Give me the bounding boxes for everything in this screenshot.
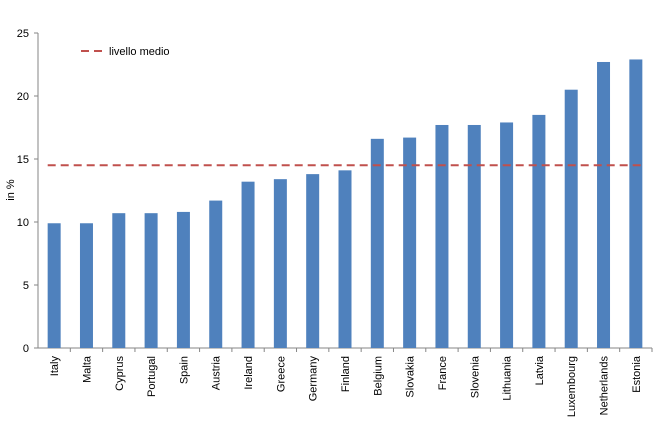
x-tick-label-finland: Finland [340,356,352,392]
bars-group [47,59,643,349]
x-tick-label-belgium: Belgium [372,356,384,396]
y-tick-label: 5 [23,280,29,292]
y-axis-label: in % [5,179,17,201]
bar-greece [273,179,287,348]
x-tick-label-italy: Italy [49,356,61,377]
x-tick-label-austria: Austria [211,355,223,390]
bar-netherlands [597,61,611,348]
x-tick-label-ireland: Ireland [243,356,255,390]
x-tick-label-cyprus: Cyprus [114,356,126,391]
bar-slovenia [467,124,481,348]
bar-italy [47,223,61,348]
y-tick-label: 20 [17,91,29,103]
y-tick-label: 10 [17,217,29,229]
x-tick-label-france: France [437,356,449,390]
x-tick-label-malta: Malta [81,355,93,383]
x-tick-label-portugal: Portugal [146,356,158,397]
x-tick-label-spain: Spain [178,356,190,384]
bar-ireland [241,181,255,348]
bar-malta [79,223,93,348]
legend: livello medio [81,46,170,58]
bar-lithuania [500,122,514,349]
bar-latvia [532,114,546,349]
x-tick-label-slovenia: Slovenia [469,355,481,398]
bar-germany [306,174,320,348]
bar-austria [209,200,223,348]
y-tick-label: 0 [23,343,29,355]
x-tick-label-latvia: Latvia [534,355,546,385]
bar-portugal [144,213,158,348]
y-tick-label: 15 [17,154,29,166]
y-axis-ticks: 0 5 10 15 20 25 [17,28,38,355]
x-tick-label-greece: Greece [275,356,287,392]
legend-label-average: livello medio [109,46,170,58]
x-tick-label-slovakia: Slovakia [405,355,417,397]
x-tick-label-germany: Germany [308,356,320,402]
x-tick-label-lithuania: Lithuania [502,355,514,401]
x-tick-label-luxembourg: Luxembourg [566,356,578,417]
bar-spain [176,211,190,348]
bar-france [435,124,449,348]
bar-cyprus [112,213,126,348]
bar-slovakia [403,137,417,348]
x-axis-ticks: Italy Malta Cyprus Portugal Spain Austria Irel… [49,348,653,417]
bar-luxembourg [564,89,578,348]
x-tick-label-estonia: Estonia [631,355,643,393]
bar-estonia [629,59,643,349]
bar-finland [338,170,352,348]
bar-belgium [370,138,384,348]
x-tick-label-netherlands: Netherlands [599,356,611,416]
y-tick-label: 25 [17,28,29,40]
